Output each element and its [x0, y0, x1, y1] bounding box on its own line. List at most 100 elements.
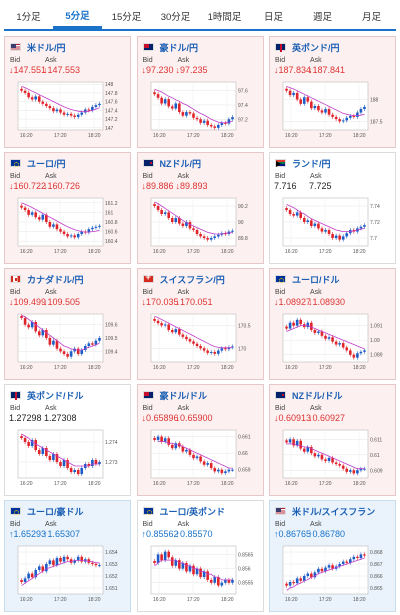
card-title[interactable]: ユーロ/英ポンド [142, 505, 226, 517]
card-title[interactable]: ユーロ/円 [10, 157, 66, 169]
x-tick-label: 18:20 [221, 249, 234, 255]
pair-name[interactable]: カナダドル/円 [27, 274, 84, 285]
candle-body [59, 348, 62, 352]
currency-card[interactable]: NZドル/ドル Bid Ask ↓0.60913 ↓0.60927 0.611 0.61 0.… [269, 384, 396, 496]
candle-body [230, 117, 234, 120]
candle-body [76, 556, 80, 561]
x-tick-label: 17:20 [187, 249, 200, 255]
candle-body [288, 210, 292, 214]
x-tick-label: 16:20 [153, 481, 166, 487]
candle-body [302, 448, 306, 452]
candle-body [30, 440, 34, 446]
bid-value: ↓89.886 [141, 181, 174, 191]
candle-body [327, 230, 331, 234]
tab-0[interactable]: 1分足 [16, 12, 41, 23]
card-title[interactable]: 英ポンド/円 [275, 41, 340, 53]
candle-body [41, 330, 45, 336]
currency-card[interactable]: ランド/円 Bid Ask 7.716 7.725 7.74 7.72 7.7 16:20 17:… [269, 152, 396, 264]
tab-5[interactable]: 日足 [263, 12, 283, 23]
flag-icon [142, 159, 154, 167]
candle-body [359, 468, 363, 471]
candle-body [212, 351, 216, 354]
pair-name[interactable]: ランド/円 [292, 158, 331, 169]
card-title[interactable]: NZドル/ドル [275, 389, 343, 401]
currency-card[interactable]: 豪ドル/円 Bid Ask ↓97.230 ↓97.235 97.6 97.4 97.2 16:… [136, 36, 264, 148]
candle-body [37, 96, 41, 102]
currency-card[interactable]: ユーロ/ドル Bid Ask ↓1.08927 ↓1.08930 1.091 1.09 1.0… [269, 268, 396, 380]
tab-3[interactable]: 30分足 [160, 12, 191, 23]
tab-7[interactable]: 月足 [361, 12, 381, 23]
price-chart: 0.611 0.61 0.609 16:20 17:20 18:20 [282, 429, 383, 487]
currency-card[interactable]: カナダドル/円 Bid Ask ↓109.499 ↓109.505 109.6 109.5 1… [4, 268, 131, 380]
tab-4[interactable]: 1時間足 [207, 12, 242, 23]
currency-card[interactable]: NZドル/円 Bid Ask ↓89.886 ↓89.893 90.2 90 89.8 16:2… [136, 152, 264, 264]
tab-6[interactable]: 週足 [312, 12, 332, 23]
pair-name[interactable]: 豪ドル/ドル [159, 390, 208, 401]
candle-body [170, 444, 174, 449]
card-title[interactable]: カナダドル/円 [10, 273, 84, 285]
card-title[interactable]: 英ポンド/ドル [10, 389, 84, 401]
candle-body [59, 229, 62, 232]
currency-card[interactable]: ユーロ/英ポンド Bid Ask ↑0.85562 ↑0.85570 0.8565 0.85… [136, 500, 264, 612]
candle-body [94, 226, 98, 228]
card-title[interactable]: 豪ドル/ドル [142, 389, 208, 401]
currency-card[interactable]: ユーロ/円 Bid Ask ↓160.722 ↓160.726 161.2 161 160.8… [4, 152, 131, 264]
currency-card[interactable]: ユーロ/豪ドル Bid Ask ↑1.65293 ↑1.65307 1.654 1.653 1… [4, 500, 131, 612]
y-tick-label: 147.2 [105, 117, 118, 123]
pair-name[interactable]: スイスフラン/円 [159, 274, 225, 285]
candle-body [341, 236, 345, 240]
candle-body [30, 97, 34, 100]
pair-name[interactable]: 英ポンド/ドル [27, 390, 84, 401]
currency-card[interactable]: 英ポンド/円 Bid Ask ↓187.834 ↓187.841 188 187.5 16:2… [269, 36, 396, 148]
pair-name[interactable]: ユーロ/英ポンド [159, 506, 226, 517]
flag-icon [275, 43, 286, 52]
candle-body [205, 571, 209, 580]
candle-body [198, 346, 202, 349]
x-tick-label: 18:20 [221, 481, 234, 487]
candle-body [288, 582, 292, 586]
pair-name[interactable]: NZドル/ドル [292, 390, 343, 401]
y-tick-label: 109.5 [105, 336, 118, 342]
card-title[interactable]: ユーロ/ドル [275, 273, 340, 285]
card-title[interactable]: ランド/円 [275, 157, 331, 169]
currency-card[interactable]: 豪ドル/ドル Bid Ask ↓0.65896 ↓0.65900 0.661 0.66 0.6… [136, 384, 264, 496]
ask-value: ↓89.893 [175, 181, 208, 191]
currency-card[interactable]: 米ドル/スイスフラン Bid Ask ↑0.86765 ↑0.86780 0.868 0.8… [269, 500, 396, 612]
y-tick-label: 109.4 [105, 349, 118, 355]
price-chart: 161.2 161 160.8 160.6 160.4 16:20 17:20 18:20 [17, 197, 118, 255]
pair-name[interactable]: 米ドル/円 [27, 42, 66, 53]
card-title[interactable]: NZドル/円 [142, 157, 202, 169]
y-tick-label: 148 [105, 82, 114, 88]
card-title[interactable]: 米ドル/円 [10, 41, 66, 53]
currency-card[interactable]: スイスフラン/円 Bid Ask↓170.035↓170.051 170.5 170 16… [136, 268, 264, 380]
tab-1[interactable]: 5分足 [53, 3, 102, 29]
card-title[interactable]: スイスフラン/円 [142, 272, 225, 285]
candle-body [302, 218, 306, 222]
card-title[interactable]: 豪ドル/円 [142, 41, 199, 53]
candle-body [48, 338, 52, 345]
candle-body [45, 214, 48, 222]
bid-value: ↓1.08927 [274, 297, 312, 307]
card-title[interactable]: ユーロ/豪ドル [10, 505, 84, 517]
pair-name[interactable]: 米ドル/スイスフラン [292, 506, 376, 517]
currency-card[interactable]: 米ドル/円 Bid Ask ↓147.551 ↓147.553 148 147.8 147.6… [4, 36, 131, 148]
pair-name[interactable]: 豪ドル/円 [159, 42, 199, 53]
y-tick-label: 97.6 [238, 89, 248, 95]
tab-2[interactable]: 15分足 [111, 12, 142, 23]
candle-body [195, 568, 198, 575]
plot-area [17, 81, 104, 131]
candle-body [170, 330, 174, 333]
candle-body [198, 234, 202, 237]
card-title[interactable]: 米ドル/スイスフラン [275, 505, 375, 517]
currency-card[interactable]: 英ポンド/ドル Bid Ask 1.27298 1.27308 1.274 1.273 16:… [4, 384, 131, 496]
x-tick-label: 16:20 [20, 597, 33, 603]
pair-name[interactable]: ユーロ/豪ドル [27, 506, 84, 517]
candle-body [62, 231, 66, 234]
pair-name[interactable]: NZドル/円 [159, 158, 202, 169]
candle-body [41, 566, 45, 572]
pair-name[interactable]: ユーロ/円 [27, 158, 66, 169]
pair-name[interactable]: ユーロ/ドル [292, 274, 340, 285]
pair-name[interactable]: 英ポンド/円 [292, 42, 340, 53]
x-tick-label: 18:20 [221, 597, 234, 603]
candle-body [48, 456, 52, 460]
